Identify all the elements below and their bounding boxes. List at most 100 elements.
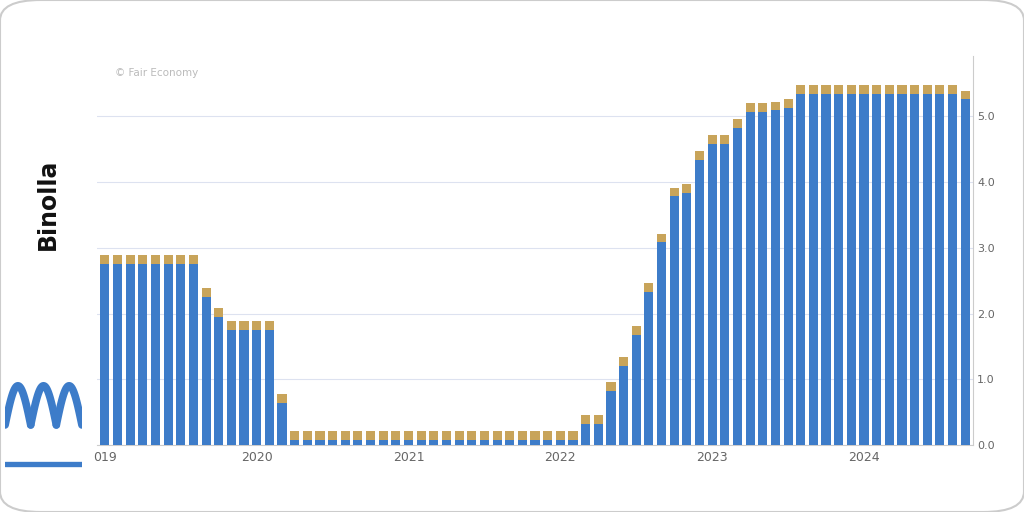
- Bar: [606, 382, 615, 391]
- Bar: [366, 431, 375, 439]
- Bar: [518, 431, 527, 439]
- Bar: [606, 391, 615, 445]
- Bar: [923, 86, 932, 94]
- Text: © Fair Economy: © Fair Economy: [115, 68, 198, 78]
- Bar: [695, 151, 705, 160]
- Bar: [480, 439, 489, 445]
- Bar: [391, 431, 400, 439]
- Bar: [745, 112, 755, 445]
- Bar: [809, 86, 818, 94]
- Bar: [505, 439, 514, 445]
- Bar: [417, 431, 426, 439]
- Bar: [543, 431, 552, 439]
- Bar: [620, 357, 628, 366]
- Bar: [771, 102, 780, 111]
- Bar: [442, 439, 451, 445]
- Bar: [278, 394, 287, 402]
- Bar: [455, 439, 464, 445]
- Bar: [847, 86, 856, 94]
- Bar: [493, 439, 502, 445]
- Bar: [530, 439, 540, 445]
- Bar: [252, 330, 261, 445]
- Bar: [530, 431, 540, 439]
- Bar: [480, 431, 489, 439]
- Bar: [429, 431, 438, 439]
- Bar: [859, 86, 868, 94]
- Bar: [164, 264, 173, 445]
- Bar: [885, 86, 894, 94]
- Bar: [188, 264, 198, 445]
- Bar: [872, 86, 882, 94]
- Bar: [745, 103, 755, 112]
- Bar: [594, 423, 603, 445]
- Bar: [670, 196, 679, 445]
- Bar: [708, 136, 717, 144]
- Bar: [227, 330, 236, 445]
- Bar: [961, 99, 970, 445]
- Bar: [961, 91, 970, 99]
- Bar: [303, 439, 312, 445]
- Bar: [682, 184, 691, 193]
- Bar: [379, 439, 388, 445]
- Bar: [720, 136, 729, 144]
- Bar: [733, 127, 742, 445]
- Bar: [821, 86, 830, 94]
- Bar: [164, 255, 173, 264]
- Bar: [885, 94, 894, 445]
- Bar: [847, 94, 856, 445]
- Bar: [290, 439, 299, 445]
- Bar: [353, 439, 362, 445]
- Bar: [859, 94, 868, 445]
- Bar: [543, 439, 552, 445]
- Bar: [581, 423, 590, 445]
- Bar: [315, 431, 325, 439]
- Bar: [505, 431, 514, 439]
- Bar: [240, 322, 249, 330]
- Bar: [644, 292, 653, 445]
- Bar: [341, 431, 350, 439]
- Bar: [303, 431, 312, 439]
- Bar: [455, 431, 464, 439]
- Bar: [151, 255, 160, 264]
- Bar: [771, 111, 780, 445]
- Bar: [176, 255, 185, 264]
- Bar: [923, 94, 932, 445]
- Bar: [467, 431, 476, 439]
- Bar: [379, 431, 388, 439]
- Bar: [758, 112, 767, 445]
- Bar: [290, 431, 299, 439]
- Bar: [138, 264, 147, 445]
- Bar: [113, 255, 122, 264]
- Bar: [720, 144, 729, 445]
- Bar: [176, 264, 185, 445]
- Bar: [935, 94, 944, 445]
- Bar: [910, 94, 920, 445]
- Bar: [227, 322, 236, 330]
- Bar: [202, 297, 211, 445]
- Bar: [328, 439, 337, 445]
- Bar: [100, 255, 110, 264]
- Bar: [126, 264, 135, 445]
- Bar: [657, 242, 667, 445]
- Bar: [265, 322, 273, 330]
- Bar: [252, 322, 261, 330]
- Bar: [214, 317, 223, 445]
- Bar: [797, 86, 805, 94]
- Bar: [265, 330, 273, 445]
- Bar: [188, 255, 198, 264]
- Bar: [391, 439, 400, 445]
- Bar: [758, 103, 767, 112]
- Bar: [733, 119, 742, 127]
- Bar: [581, 415, 590, 423]
- Bar: [278, 402, 287, 445]
- Bar: [126, 255, 135, 264]
- Bar: [214, 308, 223, 317]
- Bar: [353, 431, 362, 439]
- Bar: [556, 431, 565, 439]
- Bar: [935, 86, 944, 94]
- Bar: [835, 86, 843, 94]
- Bar: [644, 283, 653, 292]
- Bar: [670, 187, 679, 196]
- Bar: [948, 86, 957, 94]
- Bar: [417, 439, 426, 445]
